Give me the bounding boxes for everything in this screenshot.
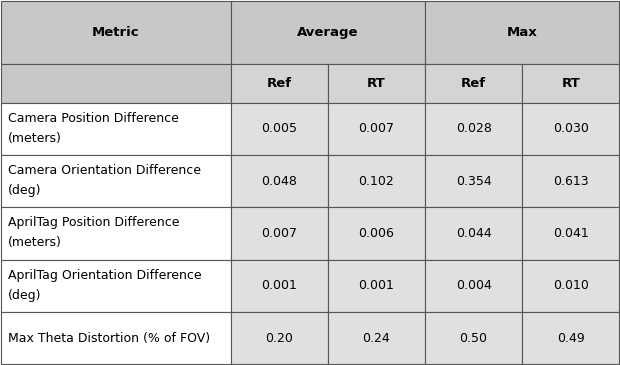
Text: 0.006: 0.006	[358, 227, 394, 240]
Bar	[1, 103, 231, 155]
Bar	[328, 64, 425, 103]
Bar	[1, 155, 231, 207]
Bar	[1, 64, 231, 103]
Text: 0.102: 0.102	[358, 174, 394, 188]
Text: 0.044: 0.044	[456, 227, 492, 240]
Bar	[522, 64, 619, 103]
Bar	[522, 312, 619, 364]
Text: Camera Position Difference: Camera Position Difference	[8, 112, 179, 125]
Bar	[425, 207, 522, 260]
Text: 0.24: 0.24	[363, 331, 391, 345]
Bar	[231, 1, 425, 64]
Bar	[425, 155, 522, 207]
Bar	[328, 155, 425, 207]
Text: Max Theta Distortion (% of FOV): Max Theta Distortion (% of FOV)	[8, 331, 210, 345]
Text: (deg): (deg)	[8, 184, 42, 197]
Text: 0.001: 0.001	[358, 279, 394, 292]
Bar	[425, 103, 522, 155]
Text: Ref: Ref	[267, 77, 292, 90]
Bar	[1, 260, 231, 312]
Text: 0.50: 0.50	[459, 331, 487, 345]
Text: 0.048: 0.048	[262, 174, 298, 188]
Text: (meters): (meters)	[8, 236, 61, 249]
Text: 0.030: 0.030	[552, 122, 588, 135]
Bar	[1, 207, 231, 260]
Text: AprilTag Position Difference: AprilTag Position Difference	[8, 216, 179, 230]
Bar	[231, 207, 328, 260]
Bar	[328, 103, 425, 155]
Text: 0.007: 0.007	[262, 227, 298, 240]
Text: (deg): (deg)	[8, 289, 42, 301]
Text: 0.613: 0.613	[553, 174, 588, 188]
Bar	[231, 260, 328, 312]
Text: 0.20: 0.20	[265, 331, 293, 345]
Bar	[522, 207, 619, 260]
Bar	[1, 312, 231, 364]
Text: 0.041: 0.041	[553, 227, 588, 240]
Bar	[522, 103, 619, 155]
Text: 0.005: 0.005	[262, 122, 298, 135]
Bar	[425, 64, 522, 103]
Text: Ref: Ref	[461, 77, 486, 90]
Text: 0.028: 0.028	[456, 122, 492, 135]
Bar	[522, 155, 619, 207]
Text: 0.001: 0.001	[262, 279, 298, 292]
Bar	[1, 1, 231, 64]
Bar	[425, 260, 522, 312]
Text: Camera Orientation Difference: Camera Orientation Difference	[8, 164, 201, 177]
Text: AprilTag Orientation Difference: AprilTag Orientation Difference	[8, 269, 202, 282]
Bar	[328, 312, 425, 364]
Text: 0.004: 0.004	[456, 279, 492, 292]
Text: 0.010: 0.010	[552, 279, 588, 292]
Bar	[231, 64, 328, 103]
Bar	[231, 312, 328, 364]
Bar	[231, 155, 328, 207]
Bar	[328, 260, 425, 312]
Text: 0.007: 0.007	[358, 122, 394, 135]
Text: Average: Average	[297, 26, 359, 39]
Text: Max: Max	[507, 26, 538, 39]
Bar	[425, 1, 619, 64]
Text: Metric: Metric	[92, 26, 140, 39]
Bar	[522, 260, 619, 312]
Bar	[328, 207, 425, 260]
Bar	[231, 103, 328, 155]
Text: RT: RT	[561, 77, 580, 90]
Text: RT: RT	[367, 77, 386, 90]
Text: 0.354: 0.354	[456, 174, 492, 188]
Text: 0.49: 0.49	[557, 331, 585, 345]
Bar	[425, 312, 522, 364]
Text: (meters): (meters)	[8, 132, 61, 145]
